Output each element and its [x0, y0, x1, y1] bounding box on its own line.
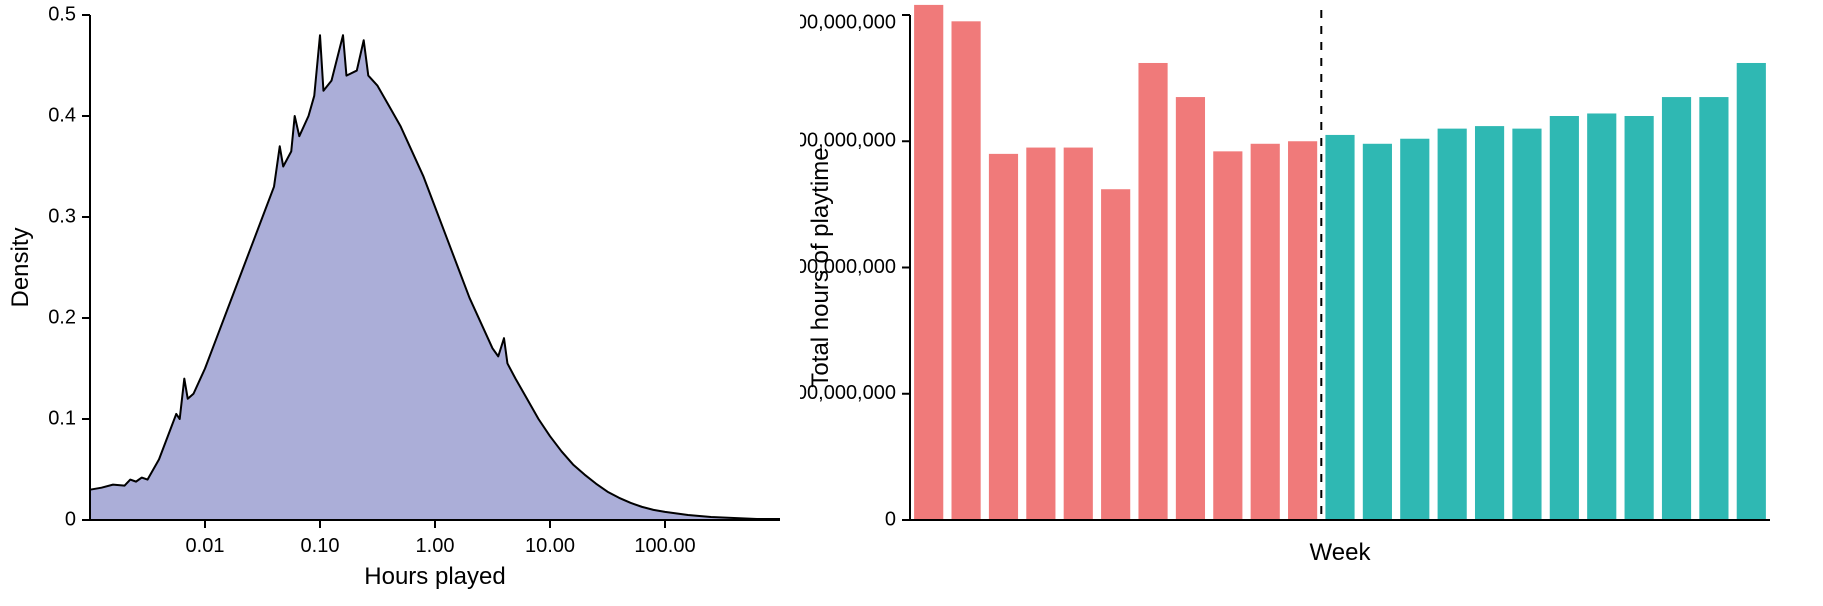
figure: 0 0.1 0.2 0.3 0.4 0.5 0.01 0.10 1.00 10.00 100.00 H… — [0, 0, 1823, 606]
bar — [1176, 97, 1205, 520]
x-tick-label: 0.10 — [301, 535, 340, 557]
density-chart: 0 0.1 0.2 0.3 0.4 0.5 0.01 0.10 1.00 10.00 100.00 H… — [0, 0, 800, 606]
bar — [1363, 144, 1392, 520]
y-tick-label: 0 — [885, 508, 896, 530]
bar — [1325, 135, 1354, 520]
bar — [1625, 116, 1654, 520]
bar — [1064, 148, 1093, 520]
bar-chart: 0100,000,000200,000,000300,000,000400,00… — [800, 0, 1823, 606]
x-tick-label: 10.00 — [525, 535, 575, 557]
bar — [1475, 126, 1504, 520]
bar — [1512, 129, 1541, 520]
y-tick-label: 0.2 — [48, 306, 76, 328]
bar — [1138, 63, 1167, 520]
bar — [1288, 141, 1317, 520]
x-tick-label: 1.00 — [416, 535, 455, 557]
y-axis-label: Total hours of playtime — [807, 147, 834, 387]
y-tick-label: 0.3 — [48, 205, 76, 227]
y-axis-label: Density — [7, 227, 34, 307]
x-tick-label: 100.00 — [634, 535, 695, 557]
y-tick-label: 400,000,000 — [800, 12, 896, 34]
x-tick-label: 0.01 — [186, 535, 225, 557]
bar — [1699, 97, 1728, 520]
bar — [1438, 129, 1467, 520]
bar — [1587, 113, 1616, 520]
bar — [1213, 151, 1242, 520]
bar — [1662, 97, 1691, 520]
y-tick-label: 0 — [65, 508, 76, 530]
x-axis-label: Week — [1310, 539, 1372, 566]
bar — [1400, 139, 1429, 520]
bar — [952, 21, 981, 520]
y-tick-label: 0.1 — [48, 407, 76, 429]
density-area — [90, 35, 780, 520]
y-tick-label: 0.5 — [48, 3, 76, 25]
bar — [1737, 63, 1766, 520]
y-tick-label: 0.4 — [48, 104, 76, 126]
bar — [1101, 189, 1130, 520]
bar — [1251, 144, 1280, 520]
bar — [989, 154, 1018, 520]
bar — [914, 5, 943, 520]
bar — [1550, 116, 1579, 520]
x-axis-label: Hours played — [364, 563, 505, 590]
bar — [1026, 148, 1055, 520]
